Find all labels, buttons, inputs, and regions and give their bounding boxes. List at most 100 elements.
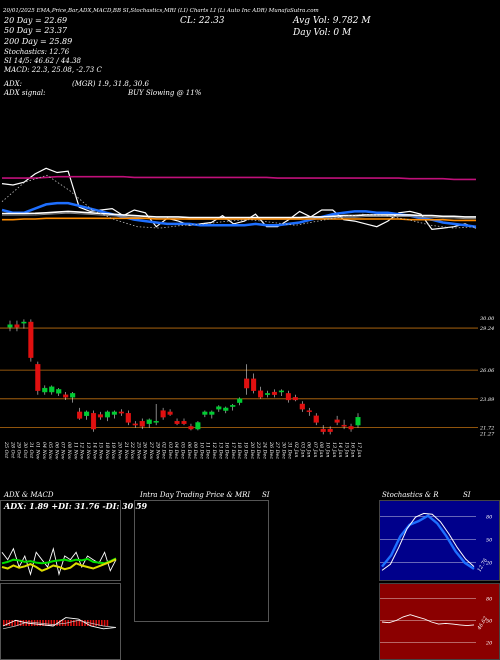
candle-31 bbox=[223, 406, 229, 414]
candle-body bbox=[285, 393, 291, 401]
candle-22 bbox=[160, 407, 166, 420]
x-label-54: 15 Jan bbox=[343, 442, 349, 458]
x-label-11: 11 Nov bbox=[72, 442, 78, 460]
candle-body bbox=[299, 403, 305, 410]
macd-bar-26 bbox=[75, 620, 78, 626]
x-label-32: 11 Dec bbox=[205, 442, 211, 459]
macd-bar-37 bbox=[106, 620, 109, 626]
x-label-39: 20 Dec bbox=[249, 441, 255, 459]
ytick-label-3: 23.89 bbox=[479, 397, 495, 403]
stoch-ytick-2: 20 bbox=[485, 561, 493, 567]
candle-43 bbox=[306, 407, 312, 416]
x-label-40: 23 Dec bbox=[255, 441, 261, 459]
x-label-41: 24 Dec bbox=[261, 441, 267, 459]
candle-18 bbox=[132, 421, 138, 428]
x-label-51: 10 Jan bbox=[325, 442, 331, 458]
candle-body bbox=[14, 324, 20, 328]
x-label-10: 08 Nov bbox=[66, 442, 72, 460]
candle-body bbox=[244, 378, 250, 389]
macd-bar-34 bbox=[98, 620, 100, 626]
candle-body bbox=[334, 419, 340, 423]
candle-3 bbox=[28, 319, 34, 362]
x-label-13: 13 Nov bbox=[85, 442, 91, 460]
si-mid-title: SI bbox=[262, 491, 270, 499]
x-label-4: 31 Oct bbox=[28, 442, 34, 458]
candle-body bbox=[70, 393, 76, 398]
candle-body bbox=[28, 321, 34, 358]
x-label-2: 29 Oct bbox=[16, 441, 22, 458]
candle-body bbox=[167, 411, 173, 415]
ema200-label: 200 Day = 25.89 bbox=[4, 37, 73, 46]
stoch-series-pct-d bbox=[381, 512, 475, 571]
candle-12 bbox=[90, 410, 97, 432]
candle-body bbox=[42, 387, 48, 393]
candle-6 bbox=[49, 385, 55, 395]
stoch-label: Stochastics: 12.76 bbox=[4, 48, 70, 56]
x-label-53: 14 Jan bbox=[337, 442, 343, 458]
macd-bar-20 bbox=[59, 620, 61, 626]
candle-body bbox=[223, 407, 229, 411]
macd-bar-0 bbox=[3, 620, 5, 626]
x-label-55: 16 Jan bbox=[350, 442, 356, 458]
x-label-42: 26 Dec bbox=[268, 441, 274, 459]
candle-32 bbox=[230, 403, 236, 411]
candle-35 bbox=[251, 373, 257, 394]
intraday-panel-title: Intra Day Trading Price & MRI bbox=[140, 491, 251, 499]
x-label-8: 06 Nov bbox=[53, 442, 59, 460]
candle-14 bbox=[104, 410, 110, 422]
si-ytick-2: 20 bbox=[485, 640, 493, 646]
candle-body bbox=[327, 428, 333, 432]
x-label-37: 18 Dec bbox=[236, 442, 242, 459]
x-label-5: 01 Nov bbox=[35, 442, 41, 460]
candle-24 bbox=[174, 418, 180, 426]
candle-21 bbox=[153, 403, 159, 426]
x-label-34: 13 Dec bbox=[217, 442, 223, 459]
candle-16 bbox=[118, 409, 124, 416]
candle-body bbox=[271, 391, 278, 395]
candle-body bbox=[230, 405, 236, 407]
candle-body bbox=[146, 419, 152, 424]
candle-1 bbox=[14, 320, 20, 332]
macd-bar-17 bbox=[50, 620, 53, 626]
macd-bar-28 bbox=[81, 620, 83, 626]
adx-series-di bbox=[1, 558, 117, 572]
candle-20 bbox=[146, 418, 152, 428]
x-label-0: 25 Oct bbox=[3, 441, 9, 458]
x-label-22: 26 Nov bbox=[142, 441, 148, 460]
x-label-14: 14 Nov bbox=[91, 442, 97, 460]
candle-body bbox=[139, 420, 145, 427]
x-label-47: 03 Jan bbox=[299, 442, 305, 458]
candle-9 bbox=[70, 392, 76, 403]
macd-bar-11 bbox=[33, 620, 36, 626]
candle-50 bbox=[355, 413, 361, 428]
x-label-7: 05 Nov bbox=[47, 442, 53, 460]
price-ema-chart bbox=[1, 167, 477, 231]
macd-bar-21 bbox=[61, 620, 64, 626]
candle-4 bbox=[35, 361, 41, 395]
ema-lines bbox=[1, 167, 477, 231]
candle-body bbox=[104, 411, 110, 418]
macd-label: MACD: 22.3, 25.08, -2.73 C bbox=[4, 66, 102, 74]
candle-body bbox=[153, 420, 159, 423]
macd-bar-32 bbox=[92, 620, 95, 626]
candle-body bbox=[35, 364, 41, 391]
macd-signal bbox=[2, 620, 117, 630]
macd-bar-16 bbox=[47, 620, 50, 626]
candle-8 bbox=[63, 392, 69, 400]
candle-body bbox=[49, 386, 55, 393]
x-label-38: 19 Dec bbox=[243, 442, 249, 459]
x-label-3: 30 Oct bbox=[22, 442, 28, 458]
candle-27 bbox=[195, 421, 201, 431]
candle-33 bbox=[237, 397, 243, 406]
candle-body bbox=[348, 426, 354, 430]
candle-45 bbox=[320, 425, 326, 435]
series-20-day-ema bbox=[1, 201, 477, 228]
header-line: 20/01/2025 EMA,Price,Bar,ADX,MACD,BB SI,… bbox=[3, 8, 319, 14]
si-ytick-0: 80 bbox=[486, 597, 493, 603]
candle-body bbox=[306, 410, 312, 413]
candle-body bbox=[258, 390, 264, 398]
ema50-label: 50 Day = 23.37 bbox=[4, 26, 68, 35]
x-label-46: 02 Jan bbox=[293, 442, 299, 458]
